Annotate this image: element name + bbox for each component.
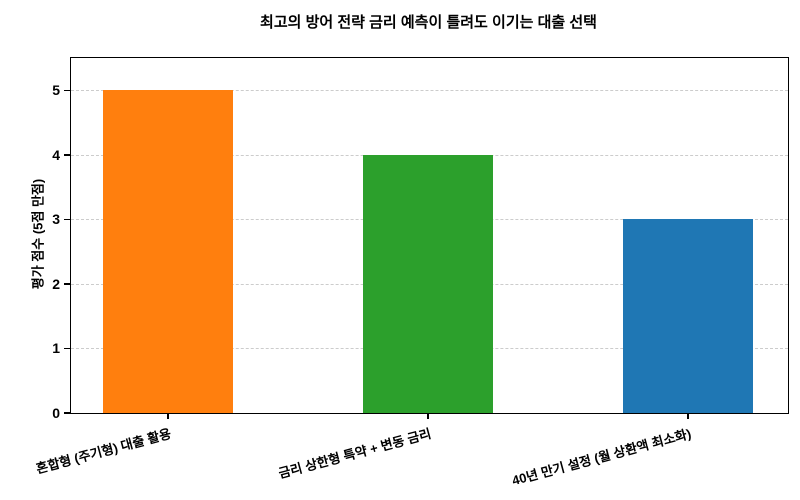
y-tick-mark [64, 283, 71, 285]
y-tick-mark [64, 412, 71, 414]
y-tick-label: 1 [52, 340, 60, 357]
y-tick-mark [64, 218, 71, 221]
y-tick-label: 0 [52, 405, 60, 421]
y-tick-label: 3 [52, 211, 60, 228]
plot-area: 0 1 2 3 4 5 혼합형 (주기형) 대출 활용 금리 상한형 특약 + 변동 금리 40… [34, 57, 789, 488]
x-tick-mark [427, 413, 429, 419]
y-tick-mark [64, 89, 71, 92]
chart-title: 최고의 방어 전략 금리 예측이 틀려도 이기는 대출 선택 [260, 14, 597, 31]
y-tick-label: 2 [52, 275, 60, 292]
x-tick-mark [687, 413, 689, 419]
x-tick-mark [167, 413, 169, 419]
x-tick-label: 혼합형 (주기형) 대출 활용 [34, 425, 173, 477]
bar [363, 154, 493, 413]
y-tick-mark [64, 347, 71, 350]
bar [623, 219, 753, 413]
bar [103, 90, 233, 413]
gridline [71, 90, 788, 92]
y-tick-label: 5 [52, 82, 60, 99]
y-tick-label: 4 [52, 146, 60, 163]
y-axis-label: 평가 점수 (5점 만점) [30, 178, 46, 290]
y-tick-mark [64, 154, 71, 156]
